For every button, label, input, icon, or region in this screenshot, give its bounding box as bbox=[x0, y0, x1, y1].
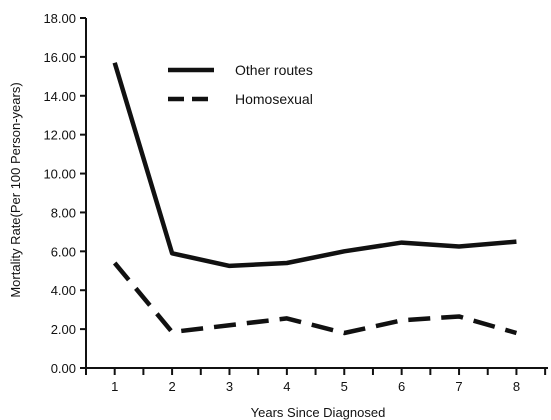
y-axis-ticks: 0.00 2.00 4.00 6.00 8.00 10.00 12.00 14.00 16.00… bbox=[43, 11, 86, 376]
x-axis-title: Years Since Diagnosed bbox=[251, 405, 386, 420]
x-tick-label: 8 bbox=[513, 379, 520, 394]
axes bbox=[85, 18, 548, 369]
y-tick-label: 16.00 bbox=[43, 50, 76, 65]
y-tick-label: 12.00 bbox=[43, 128, 76, 143]
y-tick-label: 4.00 bbox=[51, 283, 76, 298]
y-tick-label: 6.00 bbox=[51, 244, 76, 259]
x-tick-label: 5 bbox=[341, 379, 348, 394]
legend-label: Homosexual bbox=[235, 91, 313, 107]
series-lines bbox=[112, 62, 518, 336]
y-axis-title: Mortality Rate(Per 100 Person-years) bbox=[8, 82, 23, 297]
legend-label: Other routes bbox=[235, 62, 313, 78]
y-tick-label: 8.00 bbox=[51, 205, 76, 220]
x-tick-label: 7 bbox=[455, 379, 462, 394]
x-axis-ticks: 1 2 3 4 5 6 7 8 bbox=[85, 368, 547, 394]
series-line-other-routes bbox=[112, 62, 517, 269]
series-line-homosexual bbox=[112, 261, 518, 336]
x-tick-label: 2 bbox=[168, 379, 175, 394]
y-tick-label: 14.00 bbox=[43, 89, 76, 104]
x-tick-label: 1 bbox=[111, 379, 118, 394]
y-tick-label: 18.00 bbox=[43, 11, 76, 26]
x-tick-label: 6 bbox=[398, 379, 405, 394]
legend: Other routes Homosexual bbox=[168, 62, 313, 107]
y-tick-label: 0.00 bbox=[51, 361, 76, 376]
y-tick-label: 10.00 bbox=[43, 167, 76, 182]
y-tick-label: 2.00 bbox=[51, 322, 76, 337]
x-tick-label: 4 bbox=[283, 379, 290, 394]
x-tick-label: 3 bbox=[226, 379, 233, 394]
